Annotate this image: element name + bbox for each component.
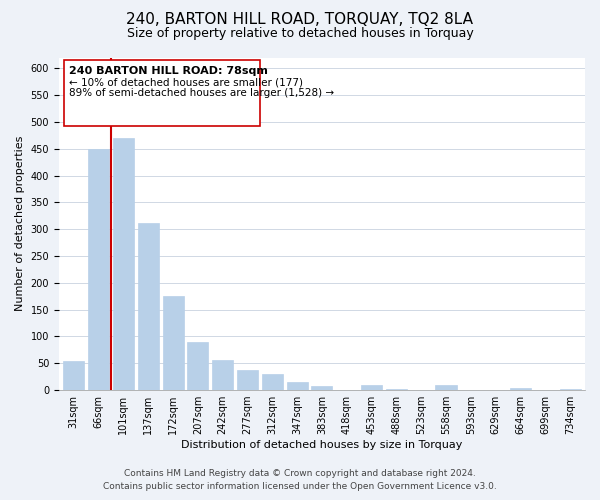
Text: Size of property relative to detached houses in Torquay: Size of property relative to detached ho… bbox=[127, 28, 473, 40]
Text: ← 10% of detached houses are smaller (177): ← 10% of detached houses are smaller (17… bbox=[69, 78, 303, 88]
Bar bbox=[113, 138, 134, 390]
Bar bbox=[436, 386, 457, 390]
Bar bbox=[137, 222, 159, 390]
Bar bbox=[262, 374, 283, 390]
X-axis label: Distribution of detached houses by size in Torquay: Distribution of detached houses by size … bbox=[181, 440, 463, 450]
FancyBboxPatch shape bbox=[64, 60, 260, 126]
Bar bbox=[311, 386, 332, 390]
Bar bbox=[361, 386, 382, 390]
Bar bbox=[560, 389, 581, 390]
Y-axis label: Number of detached properties: Number of detached properties bbox=[15, 136, 25, 312]
Text: Contains HM Land Registry data © Crown copyright and database right 2024.
Contai: Contains HM Land Registry data © Crown c… bbox=[103, 470, 497, 491]
Text: 240 BARTON HILL ROAD: 78sqm: 240 BARTON HILL ROAD: 78sqm bbox=[69, 66, 268, 76]
Bar bbox=[510, 388, 531, 390]
Bar bbox=[386, 389, 407, 390]
Bar bbox=[163, 296, 184, 390]
Bar bbox=[88, 148, 109, 390]
Text: 240, BARTON HILL ROAD, TORQUAY, TQ2 8LA: 240, BARTON HILL ROAD, TORQUAY, TQ2 8LA bbox=[127, 12, 473, 28]
Bar bbox=[287, 382, 308, 390]
Bar bbox=[237, 370, 258, 390]
Text: 89% of semi-detached houses are larger (1,528) →: 89% of semi-detached houses are larger (… bbox=[69, 88, 334, 98]
Bar bbox=[212, 360, 233, 390]
Bar bbox=[187, 342, 208, 390]
Bar bbox=[63, 360, 85, 390]
